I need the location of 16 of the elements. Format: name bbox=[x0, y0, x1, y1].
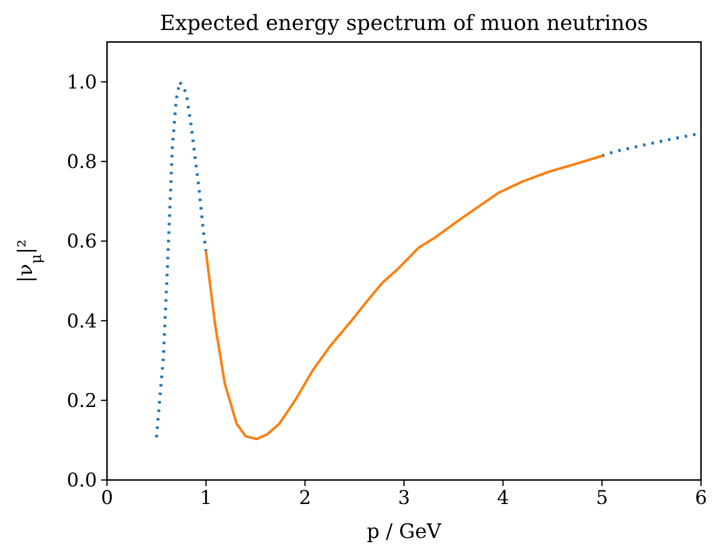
line-series bbox=[204, 154, 604, 440]
y-tick-label: 0.6 bbox=[66, 230, 97, 253]
x-tick-label: 2 bbox=[298, 487, 312, 509]
x-axis-title: p / GeV bbox=[366, 519, 442, 543]
x-tick-label: 6 bbox=[694, 487, 708, 509]
y-tick-label: 0.0 bbox=[66, 470, 97, 492]
y-tick-label: 0.8 bbox=[66, 151, 97, 174]
y-tick-label: 0.2 bbox=[66, 390, 97, 412]
y-tick-label: 0.4 bbox=[66, 310, 97, 332]
x-tick-label: 0 bbox=[100, 487, 114, 509]
chart-title: Expected energy spectrum of muon neutrinos bbox=[160, 11, 648, 35]
x-tick-label: 5 bbox=[596, 487, 608, 509]
x-tick-label: 4 bbox=[496, 487, 510, 509]
x-tick-label: 1 bbox=[200, 487, 212, 509]
y-tick-label: 1.0 bbox=[66, 71, 97, 94]
x-tick-label: 3 bbox=[398, 487, 410, 509]
